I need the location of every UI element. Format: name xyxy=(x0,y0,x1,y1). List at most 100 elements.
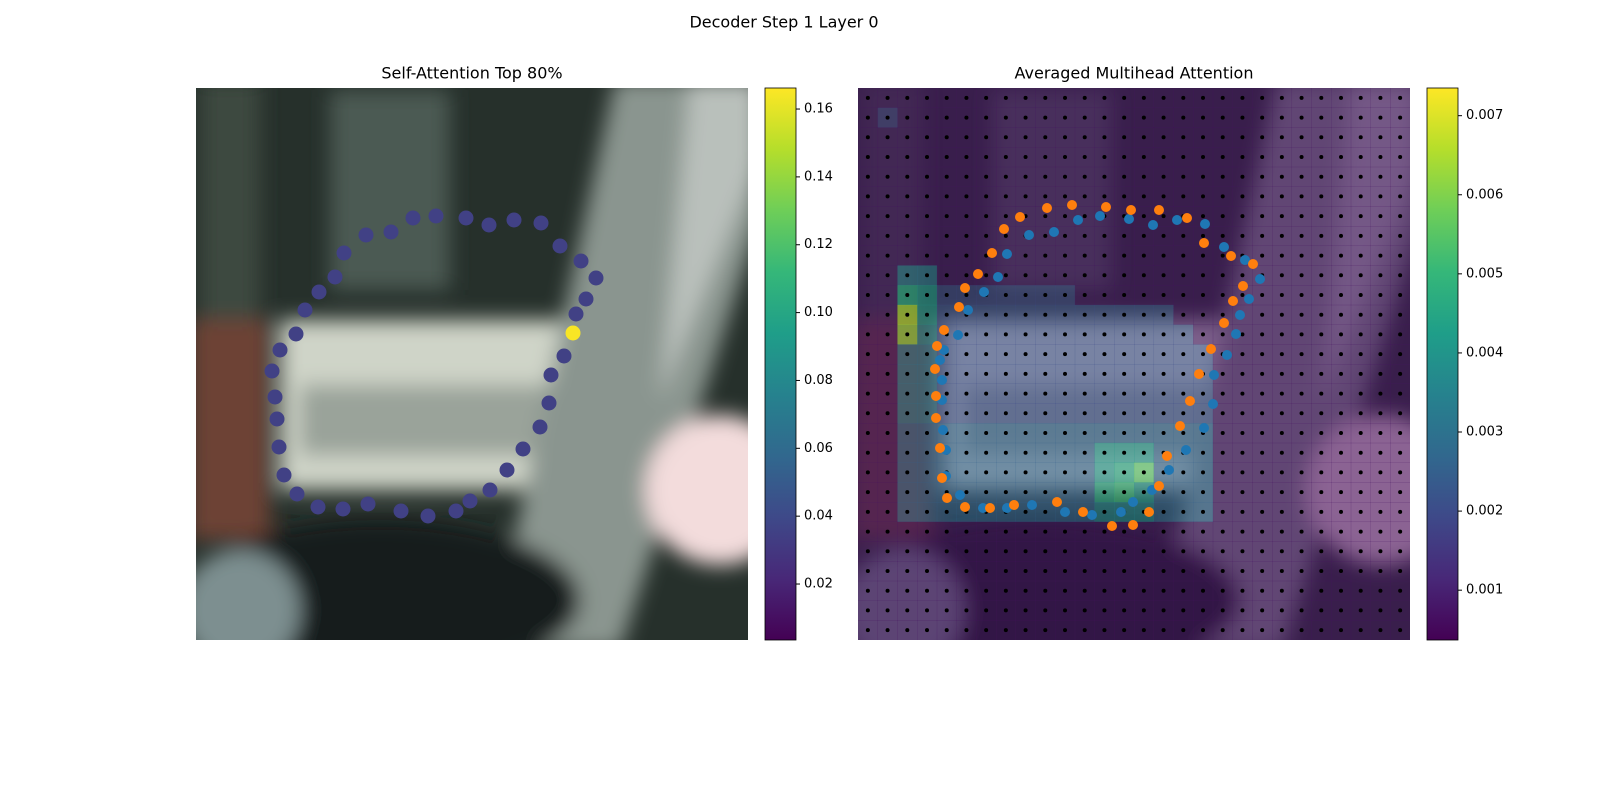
grid-dot xyxy=(1201,529,1205,534)
grid-dot xyxy=(984,569,989,573)
grid-dot xyxy=(905,95,910,100)
grid-dot xyxy=(1181,312,1186,317)
grid-dot xyxy=(1378,95,1383,100)
grid-dot xyxy=(1398,628,1403,633)
grid-dot xyxy=(1122,293,1127,297)
grid-dot xyxy=(1181,233,1186,238)
point xyxy=(1219,242,1229,252)
grid-dot xyxy=(905,155,910,159)
grid-dot xyxy=(1181,509,1186,514)
point xyxy=(1228,296,1238,306)
grid-dot xyxy=(1003,273,1008,278)
grid-dot xyxy=(1043,450,1048,455)
grid-dot xyxy=(1220,549,1225,554)
grid-dot xyxy=(1319,253,1324,258)
grid-dot xyxy=(1279,293,1284,297)
grid-dot xyxy=(1063,450,1067,455)
grid-dot xyxy=(984,115,989,120)
grid-dot xyxy=(1122,588,1127,593)
grid-dot xyxy=(905,431,910,435)
grid-dot xyxy=(1063,332,1067,337)
grid-dot xyxy=(1141,490,1146,495)
grid-dot xyxy=(1201,352,1205,357)
grid-dot xyxy=(984,608,989,613)
grid-dot xyxy=(1299,628,1304,633)
grid-dot xyxy=(865,628,870,633)
grid-dot xyxy=(905,628,910,633)
grid-dot xyxy=(1063,312,1067,317)
colorbar-tick-label: 0.001 xyxy=(1466,583,1503,598)
grid-dot xyxy=(964,608,969,613)
grid-dot xyxy=(1003,95,1008,100)
grid-dot xyxy=(1063,352,1067,357)
grid-dot xyxy=(1339,312,1343,317)
grid-dot xyxy=(1201,628,1205,633)
grid-dot xyxy=(1043,253,1048,258)
grid-dot xyxy=(865,549,870,554)
grid-dot xyxy=(1260,608,1265,613)
grid-dot xyxy=(1358,332,1363,337)
grid-dot xyxy=(984,529,989,534)
grid-dot xyxy=(1161,569,1166,573)
grid-dot xyxy=(1122,95,1127,100)
grid-dot xyxy=(1161,95,1166,100)
colorbar-tick-label: 0.02 xyxy=(804,577,833,592)
grid-dot xyxy=(1279,490,1284,495)
grid-dot xyxy=(1240,490,1245,495)
point xyxy=(1248,259,1258,269)
grid-dot xyxy=(1279,194,1284,199)
grid-dot xyxy=(1319,490,1324,495)
grid-dot xyxy=(1122,312,1127,317)
grid-dot xyxy=(1339,509,1343,514)
grid-dot xyxy=(1082,371,1087,376)
point xyxy=(462,493,478,509)
point xyxy=(931,391,941,401)
grid-dot xyxy=(1201,411,1205,416)
grid-dot xyxy=(905,352,910,357)
grid-dot xyxy=(964,194,969,199)
grid-dot xyxy=(1378,608,1383,613)
grid-dot xyxy=(1023,155,1028,159)
grid-dot xyxy=(1220,273,1225,278)
grid-dot xyxy=(944,509,949,514)
grid-dot xyxy=(1339,194,1343,199)
grid-dot xyxy=(1240,509,1245,514)
grid-dot xyxy=(1220,332,1225,337)
grid-dot xyxy=(1279,411,1284,416)
grid-dot xyxy=(1181,115,1186,120)
grid-dot xyxy=(1161,608,1166,613)
grid-dot xyxy=(1378,470,1383,475)
grid-dot xyxy=(1003,431,1008,435)
grid-dot xyxy=(984,391,989,396)
grid-dot xyxy=(1122,549,1127,554)
grid-dot xyxy=(1082,194,1087,199)
grid-dot xyxy=(1398,450,1403,455)
grid-dot xyxy=(964,431,969,435)
grid-dot xyxy=(1023,273,1028,278)
grid-dot xyxy=(1220,214,1225,219)
grid-dot xyxy=(1220,588,1225,593)
grid-dot xyxy=(1102,509,1107,514)
grid-dot xyxy=(1260,115,1265,120)
grid-dot xyxy=(1260,431,1265,435)
grid-dot xyxy=(1043,174,1048,179)
grid-dot xyxy=(1319,293,1324,297)
grid-dot xyxy=(1102,115,1107,120)
grid-dot xyxy=(1122,431,1127,435)
grid-dot xyxy=(964,253,969,258)
grid-dot xyxy=(1141,214,1146,219)
grid-dot xyxy=(1043,628,1048,633)
grid-dot xyxy=(1003,332,1008,337)
grid-dot xyxy=(1260,194,1265,199)
grid-dot xyxy=(1240,233,1245,238)
grid-dot xyxy=(1161,588,1166,593)
grid-dot xyxy=(1102,588,1107,593)
grid-dot xyxy=(1063,293,1067,297)
point xyxy=(1244,294,1254,304)
point xyxy=(533,215,549,231)
grid-dot xyxy=(1201,509,1205,514)
point xyxy=(1199,423,1209,433)
grid-dot xyxy=(865,470,870,475)
point xyxy=(269,411,285,427)
plot-area xyxy=(858,88,1410,640)
